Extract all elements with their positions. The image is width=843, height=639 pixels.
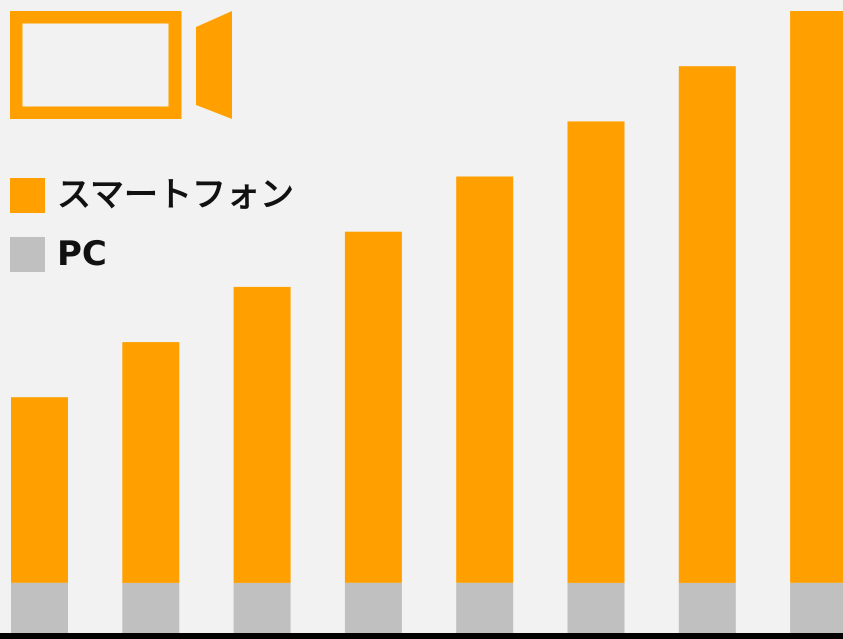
bar-pc-2 (122, 582, 180, 633)
bar-smartphone-7 (678, 66, 736, 583)
legend-swatch-pc (10, 236, 45, 272)
legend-label-smartphone: スマートフォン (57, 175, 294, 215)
video-camera-lens (196, 11, 232, 119)
bar-smartphone-2 (122, 342, 180, 583)
bar-pc-3 (233, 582, 291, 633)
bar-pc-6 (567, 582, 625, 633)
bar-pc-4 (344, 582, 402, 633)
legend-swatch-smartphone (10, 177, 45, 213)
bar-pc-8 (790, 582, 843, 633)
legend: スマートフォン PC (10, 173, 294, 291)
legend-item-smartphone: スマートフォン (10, 173, 294, 217)
bar-smartphone-5 (456, 176, 514, 583)
bar-pc-5 (456, 582, 514, 633)
bar-smartphone-4 (344, 231, 402, 583)
bar-pc-7 (678, 582, 736, 633)
video-camera-body (10, 11, 182, 119)
bar-smartphone-8 (790, 11, 843, 583)
bar-smartphone-1 (11, 397, 68, 583)
bar-pc-1 (11, 582, 68, 633)
bar-smartphone-3 (233, 286, 291, 583)
legend-item-pc: PC (10, 232, 294, 276)
video-camera-icon (10, 11, 232, 119)
legend-label-pc: PC (57, 234, 107, 274)
bar-smartphone-6 (567, 121, 625, 583)
